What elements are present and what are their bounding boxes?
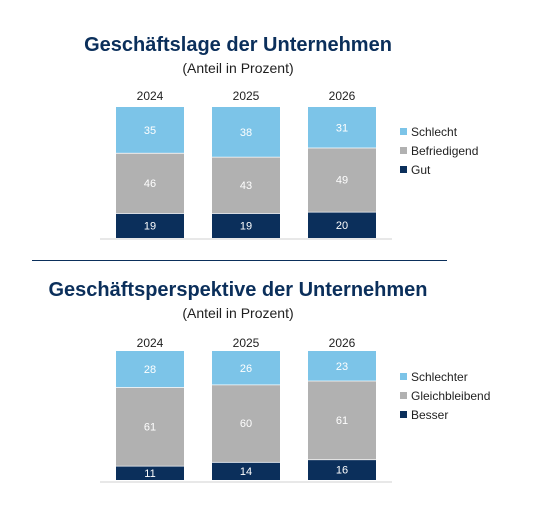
bar-segment-schlecht-2024 [116, 107, 184, 153]
legend-label-schlecht: Schlecht [411, 125, 458, 139]
business-outlook-chart: 2024 11 61 28 2025 14 60 26 2026 16 61 23 Schlechter… [100, 336, 490, 483]
bar-segment-schlecht-2025 [212, 107, 280, 157]
data-label-gut-2026: 20 [336, 220, 348, 232]
data-label-schlecht-2026: 31 [336, 122, 348, 134]
legend-swatch-gut [400, 166, 407, 173]
legend-label-befriedigend: Befriedigend [411, 144, 478, 158]
business-outlook-panel: Geschäftsperspektive der Unternehmen (An… [0, 264, 536, 525]
category-label-2026: 2026 [329, 336, 356, 350]
legend-swatch-gleichbleibend [400, 392, 407, 399]
bar-segment-befriedigend-2024 [116, 152, 184, 214]
data-label-schlecht-2024: 35 [144, 125, 156, 137]
bar-segment-besser-2024 [116, 465, 184, 480]
bar-segment-befriedigend-2026 [308, 147, 376, 212]
business-situation-chart: 2024 19 46 35 2025 19 43 38 2026 20 49 31 Schlecht Be… [100, 89, 478, 240]
data-label-schlechter-2025: 26 [240, 363, 252, 375]
chart-subtitle: (Anteil in Prozent) [182, 305, 294, 321]
bar-segment-schlechter-2024 [116, 351, 184, 388]
legend-label-schlechter: Schlechter [411, 370, 468, 384]
data-label-gut-2024: 19 [144, 221, 156, 233]
data-label-befriedigend-2024: 46 [144, 178, 156, 190]
bar-segment-gleichbleibend-2026 [308, 380, 376, 460]
category-label-2025: 2025 [233, 336, 260, 350]
bar-segment-befriedigend-2025 [212, 156, 280, 214]
category-label-2024: 2024 [137, 336, 164, 350]
data-label-befriedigend-2025: 43 [240, 180, 252, 192]
category-label-2024: 2024 [137, 89, 164, 103]
bar-segment-gut-2025 [212, 213, 280, 238]
data-label-besser-2024: 11 [144, 468, 155, 480]
legend-swatch-befriedigend [400, 147, 407, 154]
chart-title: Geschäftslage der Unternehmen [84, 34, 392, 56]
bar-segment-besser-2026 [308, 459, 376, 480]
category-label-2026: 2026 [329, 89, 356, 103]
data-label-gut-2025: 19 [240, 221, 252, 233]
legend-swatch-schlechter [400, 373, 407, 380]
legend-label-gut: Gut [411, 163, 431, 177]
bar-segment-schlechter-2025 [212, 351, 280, 385]
data-label-schlecht-2025: 38 [240, 127, 252, 139]
legend-swatch-besser [400, 411, 407, 418]
bar-segment-gleichbleibend-2024 [116, 387, 184, 466]
data-label-gleichbleibend-2025: 60 [240, 418, 252, 430]
category-label-2025: 2025 [233, 89, 260, 103]
data-label-befriedigend-2026: 49 [336, 175, 348, 187]
data-label-schlechter-2026: 23 [336, 361, 348, 373]
data-label-gleichbleibend-2024: 61 [144, 421, 156, 433]
business-situation-panel: Geschäftslage der Unternehmen (Anteil in… [0, 0, 536, 250]
bar-segment-gut-2026 [308, 211, 376, 238]
data-label-besser-2025: 14 [240, 466, 252, 478]
legend-label-gleichbleibend: Gleichbleibend [411, 389, 490, 403]
chart-title: Geschäftsperspektive der Unternehmen [48, 279, 428, 301]
data-label-schlechter-2024: 28 [144, 364, 156, 376]
section-divider [32, 260, 447, 261]
bar-segment-gut-2024 [116, 213, 184, 238]
bar-segment-schlecht-2026 [308, 107, 376, 148]
legend-label-besser: Besser [411, 408, 448, 422]
legend-swatch-schlecht [400, 128, 407, 135]
bar-segment-gleichbleibend-2025 [212, 384, 280, 462]
bar-segment-besser-2025 [212, 461, 280, 480]
chart-subtitle: (Anteil in Prozent) [182, 60, 294, 76]
data-label-besser-2026: 16 [336, 465, 348, 477]
data-label-gleichbleibend-2026: 61 [336, 415, 348, 427]
bar-segment-schlechter-2026 [308, 351, 376, 381]
